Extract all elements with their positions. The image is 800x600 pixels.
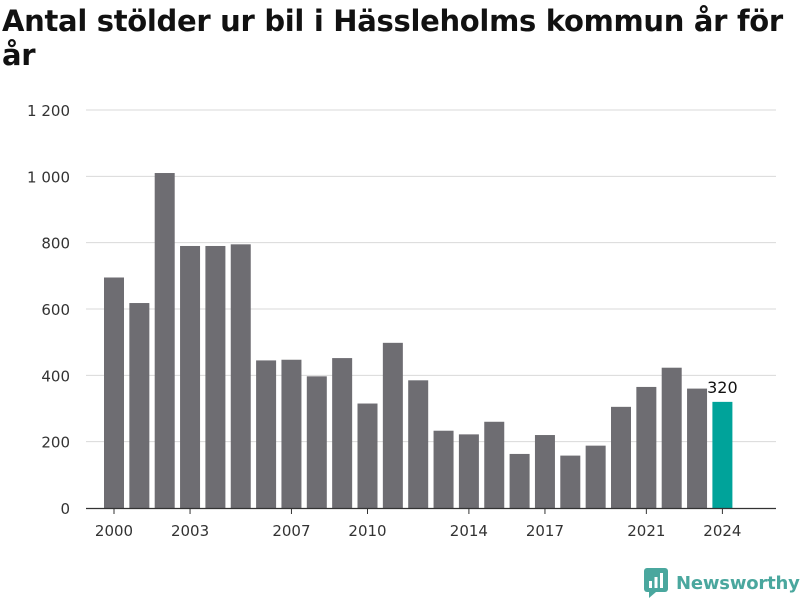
x-tick-label: 2014 — [450, 522, 488, 540]
bar-2005 — [230, 244, 251, 508]
bar-2000 — [104, 277, 124, 508]
bar-2020 — [611, 406, 631, 508]
x-tick-label: 2003 — [171, 522, 209, 540]
x-tick-label: 2017 — [526, 522, 564, 540]
bar-2002 — [154, 173, 175, 508]
bar-2003 — [180, 245, 201, 508]
bar-2018 — [560, 455, 581, 508]
bar-2011 — [382, 342, 403, 508]
brand-logo: Newsworthy — [644, 568, 800, 598]
data-labels: 320 — [707, 378, 738, 397]
x-tick-label: 2024 — [703, 522, 741, 540]
y-tick-label: 400 — [41, 367, 70, 385]
bar-2013 — [433, 430, 454, 508]
bar-2022 — [661, 367, 682, 508]
x-tick-label: 2010 — [348, 522, 386, 540]
bar-2010 — [357, 403, 378, 508]
gridlines — [86, 109, 776, 443]
bar-2012 — [408, 380, 429, 508]
bar-2015 — [484, 421, 505, 508]
y-tick-label: 1 000 — [27, 168, 70, 186]
y-tick-label: 600 — [41, 301, 70, 319]
data-label: 320 — [707, 378, 738, 397]
x-tick-label: 2007 — [272, 522, 310, 540]
bar-2009 — [332, 358, 353, 508]
bar-2007 — [281, 359, 302, 508]
bar-2008 — [306, 376, 327, 508]
bar-2016 — [509, 453, 530, 508]
bar-2004 — [205, 245, 226, 508]
x-tick-label: 2000 — [95, 522, 133, 540]
y-tick-label: 200 — [41, 434, 70, 452]
y-tick-label: 800 — [41, 235, 70, 253]
bars — [104, 173, 733, 508]
x-axis-ticks: 2000 2003 2007 2010 2014 2017 2021 2024 — [95, 508, 741, 540]
bar-2021 — [636, 386, 657, 508]
chart-title: Antal stölder ur bil i Hässleholms kommu… — [2, 4, 783, 72]
newsworthy-logo-icon — [644, 568, 668, 598]
bar-2006 — [256, 360, 277, 508]
bar-2023 — [687, 388, 708, 508]
bar-2024 — [712, 401, 733, 508]
y-axis-ticks: 0 200 400 600 800 1 000 1 200 — [27, 102, 70, 518]
y-tick-label: 0 — [60, 500, 70, 518]
bar-2017 — [534, 435, 555, 508]
bar-2014 — [458, 434, 479, 508]
x-tick-label: 2021 — [627, 522, 665, 540]
brand-name: Newsworthy — [676, 572, 800, 594]
y-tick-label: 1 200 — [27, 102, 70, 120]
bar-2019 — [585, 445, 606, 508]
bar-2001 — [129, 303, 150, 508]
